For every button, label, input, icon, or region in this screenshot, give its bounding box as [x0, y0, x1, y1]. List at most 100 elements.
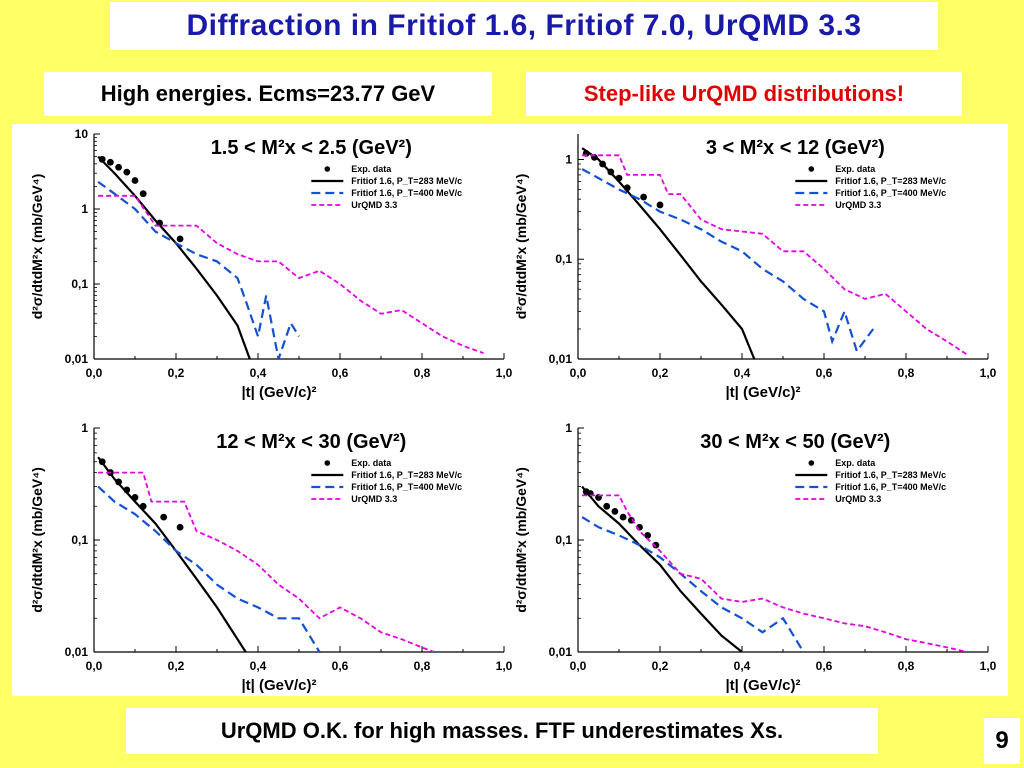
legend-label-exp: Exp. data: [835, 164, 876, 174]
legend-label-f400: Fritiof 1.6, P_T=400 MeV/c: [351, 482, 462, 492]
x-axis-label: |t| (GeV/c)²: [241, 677, 316, 694]
y-tick-label: 1: [565, 152, 572, 166]
legend-label-urqmd: UrQMD 3.3: [835, 200, 881, 210]
data-point-exp: [603, 502, 611, 510]
chart-3: 0,0 0,2 0,4 0,6 0,8 1,0 1 0,1 0,01 |t| (GeV/c)² d²…: [29, 421, 513, 694]
highlight-label: Step-like UrQMD distributions!: [583, 81, 905, 106]
x-axis-label: |t| (GeV/c)²: [725, 677, 800, 694]
x-tick-label: 0,0: [570, 659, 587, 673]
data-point-exp: [619, 513, 627, 521]
y-tick-label: 0,01: [65, 645, 89, 659]
y-tick-label: 0,1: [71, 533, 88, 547]
legend-marker-exp: [324, 166, 331, 172]
data-point-exp: [611, 508, 619, 515]
series-line-f400: [97, 485, 321, 652]
x-tick-label: 0,2: [168, 659, 185, 673]
x-tick-label: 0,6: [332, 659, 349, 673]
data-point-exp: [640, 193, 647, 201]
x-tick-label: 0,2: [652, 659, 669, 673]
x-tick-label: 0,2: [652, 366, 669, 380]
x-tick-label: 0,4: [250, 659, 267, 673]
title-box: Diffraction in Fritiof 1.6, Fritiof 7.0,…: [110, 2, 938, 50]
chart-1: 0,0 0,2 0,4 0,6 0,8 1,0 10 1 0,1 0,01 |t| (GeV/c)²…: [29, 127, 513, 401]
x-tick-label: 0,0: [86, 366, 103, 380]
y-axis-label: d²σ/dtdM²x (mb/GeV⁴): [29, 467, 45, 613]
y-tick-label: 10: [75, 127, 89, 141]
x-tick-label: 0,6: [816, 659, 833, 673]
data-point-exp: [176, 523, 184, 531]
legend-label-urqmd: UrQMD 3.3: [351, 494, 397, 504]
series-line-f283: [97, 155, 251, 359]
y-tick-label: 0,01: [549, 645, 573, 659]
energy-label: High energies. Ecms=23.77 GeV: [100, 81, 436, 106]
y-tick-label: 1: [81, 202, 88, 216]
legend-label-f283: Fritiof 1.6, P_T=283 MeV/c: [835, 470, 946, 480]
legend-label-exp: Exp. data: [351, 458, 392, 468]
legend-marker-exp: [808, 166, 815, 172]
chart-4: 0,0 0,2 0,4 0,6 0,8 1,0 1 0,1 0,01 |t| (GeV/c)² d²…: [513, 421, 997, 694]
data-point-exp: [139, 190, 147, 198]
legend-label-f400: Fritiof 1.6, P_T=400 MeV/c: [351, 188, 462, 198]
x-tick-label: 1,0: [496, 659, 513, 673]
x-tick-label: 0,2: [168, 366, 185, 380]
x-tick-label: 0,6: [332, 366, 349, 380]
x-tick-label: 0,4: [734, 659, 751, 673]
y-tick-label: 0,1: [555, 533, 572, 547]
y-tick-label: 1: [565, 421, 572, 435]
x-tick-label: 0,0: [86, 659, 103, 673]
chart-title: 12 < M²x < 30 (GeV²): [216, 431, 406, 453]
data-point-exp: [656, 201, 664, 209]
data-point-exp: [131, 177, 139, 184]
data-point-exp: [160, 513, 168, 521]
y-axis-label: d²σ/dtdM²x (mb/GeV⁴): [513, 467, 529, 613]
legend-label-exp: Exp. data: [351, 164, 392, 174]
series-line-urqmd: [98, 194, 484, 354]
x-tick-label: 0,4: [734, 366, 751, 380]
legend-label-exp: Exp. data: [835, 458, 876, 468]
y-tick-label: 1: [81, 421, 88, 435]
y-tick-label: 0,01: [549, 352, 573, 366]
chart-title: 1.5 < M²x < 2.5 (GeV²): [211, 137, 412, 159]
legend-label-f283: Fritiof 1.6, P_T=283 MeV/c: [835, 176, 946, 186]
x-tick-label: 1,0: [980, 366, 997, 380]
series-line-urqmd: [582, 154, 968, 356]
page-number: 9: [995, 727, 1009, 754]
x-axis-label: |t| (GeV/c)²: [725, 384, 800, 401]
series-line-f400: [97, 181, 300, 359]
legend-label-f400: Fritiof 1.6, P_T=400 MeV/c: [835, 188, 946, 198]
data-point-exp: [115, 163, 122, 171]
legend-label-urqmd: UrQMD 3.3: [835, 494, 881, 504]
conclusion-text: UrQMD O.K. for high masses. FTF underest…: [220, 718, 784, 743]
chart-title: 3 < M²x < 12 (GeV²): [706, 137, 885, 159]
x-tick-label: 0,8: [898, 659, 915, 673]
page-number-box: 9: [984, 718, 1020, 764]
page-title: Diffraction in Fritiof 1.6, Fritiof 7.0,…: [186, 9, 862, 42]
series-line-f283: [97, 456, 247, 652]
energy-label-box: High energies. Ecms=23.77 GeV: [44, 72, 492, 116]
series-line-f283: [581, 485, 743, 652]
legend-label-urqmd: UrQMD 3.3: [351, 200, 397, 210]
y-tick-label: 0,1: [555, 252, 572, 266]
conclusion-box: UrQMD O.K. for high masses. FTF underest…: [126, 708, 878, 754]
data-point-exp: [176, 235, 184, 243]
y-axis-label: d²σ/dtdM²x (mb/GeV⁴): [29, 174, 45, 320]
x-tick-label: 0,8: [414, 366, 431, 380]
data-point-exp: [652, 541, 660, 549]
y-axis-label: d²σ/dtdM²x (mb/GeV⁴): [513, 174, 529, 320]
chart-title: 30 < M²x < 50 (GeV²): [700, 431, 890, 453]
series-line-f400: [581, 168, 875, 354]
data-point-exp: [123, 168, 131, 176]
x-tick-label: 0,8: [414, 659, 431, 673]
x-tick-label: 0,4: [250, 366, 267, 380]
highlight-label-box: Step-like UrQMD distributions!: [526, 72, 962, 116]
x-tick-label: 0,0: [570, 366, 587, 380]
chart-2: 0,0 0,2 0,4 0,6 0,8 1,0 1 0,1 0,01 |t| (GeV/c)² d²…: [513, 134, 997, 401]
data-point-exp: [107, 158, 114, 166]
series-line-urqmd: [98, 471, 435, 652]
legend-label-f400: Fritiof 1.6, P_T=400 MeV/c: [835, 482, 946, 492]
figure-panel: 0,0 0,2 0,4 0,6 0,8 1,0 10 1 0,1 0,01 |t| (GeV/c)²…: [12, 124, 1008, 696]
y-tick-label: 0,1: [71, 277, 88, 291]
y-tick-label: 0,01: [65, 352, 89, 366]
x-tick-label: 0,8: [898, 366, 915, 380]
